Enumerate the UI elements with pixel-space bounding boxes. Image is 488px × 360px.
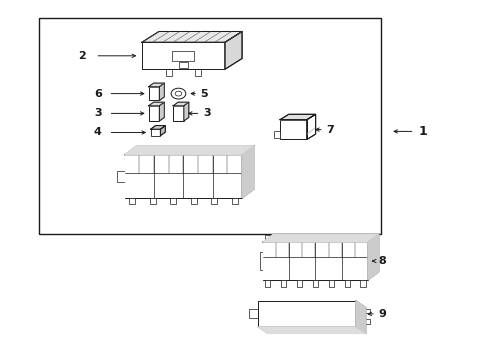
Polygon shape <box>150 126 165 129</box>
Polygon shape <box>124 146 254 155</box>
Polygon shape <box>183 102 188 121</box>
Bar <box>172 51 194 61</box>
Polygon shape <box>242 146 254 198</box>
Bar <box>173 106 183 121</box>
Bar <box>231 198 237 204</box>
Bar <box>117 171 124 182</box>
Bar <box>264 280 270 287</box>
Bar <box>124 155 242 198</box>
Bar <box>344 280 349 287</box>
Bar <box>280 280 286 287</box>
Bar <box>263 242 367 280</box>
Polygon shape <box>148 102 164 106</box>
Bar <box>279 120 306 139</box>
Polygon shape <box>159 102 164 121</box>
Text: 3: 3 <box>94 108 102 118</box>
Bar <box>273 131 279 138</box>
Bar <box>296 235 302 242</box>
Polygon shape <box>173 102 188 106</box>
Bar <box>211 198 217 204</box>
Bar <box>129 198 135 204</box>
Polygon shape <box>258 327 365 333</box>
Polygon shape <box>142 31 242 42</box>
Bar <box>39 18 381 234</box>
Polygon shape <box>148 83 164 87</box>
Bar <box>165 69 171 76</box>
Bar <box>148 87 159 100</box>
Bar <box>360 235 365 242</box>
Bar <box>190 198 196 204</box>
Bar <box>242 171 249 182</box>
Bar <box>272 307 341 321</box>
Bar <box>150 129 160 136</box>
Polygon shape <box>279 114 315 120</box>
Bar <box>328 280 333 287</box>
Bar <box>149 198 155 204</box>
Bar <box>124 155 242 198</box>
Text: 7: 7 <box>326 125 334 135</box>
Bar <box>344 235 349 242</box>
Bar <box>312 235 318 242</box>
Text: 3: 3 <box>203 108 210 118</box>
Polygon shape <box>263 234 378 242</box>
Polygon shape <box>160 126 165 136</box>
Bar <box>328 235 333 242</box>
Polygon shape <box>159 83 164 100</box>
Polygon shape <box>367 234 378 280</box>
Bar <box>179 62 187 68</box>
Bar <box>367 252 373 270</box>
Polygon shape <box>224 31 242 69</box>
Bar <box>260 252 265 270</box>
Bar <box>280 235 286 242</box>
Bar <box>360 280 365 287</box>
Polygon shape <box>355 301 365 333</box>
Text: 9: 9 <box>377 309 385 319</box>
Bar <box>170 198 176 204</box>
Bar <box>312 280 318 287</box>
Bar <box>195 69 201 76</box>
Bar <box>263 242 367 280</box>
Bar <box>296 280 302 287</box>
Polygon shape <box>306 128 315 134</box>
Bar <box>142 42 224 69</box>
Bar <box>264 235 270 242</box>
Bar <box>258 301 355 327</box>
Text: 5: 5 <box>200 89 208 99</box>
Bar <box>160 189 206 196</box>
Text: 2: 2 <box>78 51 85 61</box>
Text: 8: 8 <box>377 256 385 266</box>
Bar <box>148 106 159 121</box>
Text: 6: 6 <box>94 89 102 99</box>
Text: 4: 4 <box>94 127 102 138</box>
Text: 1: 1 <box>417 125 426 138</box>
